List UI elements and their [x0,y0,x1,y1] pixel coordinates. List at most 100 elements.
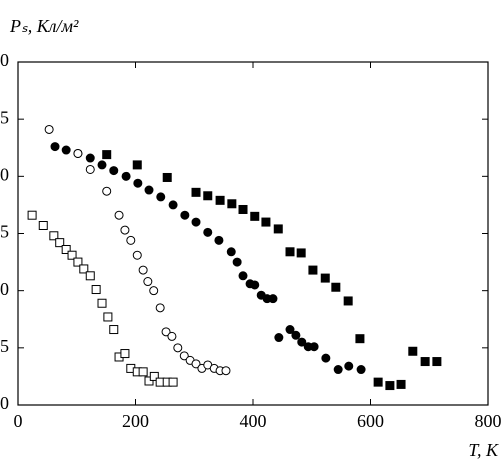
point [109,325,119,335]
point [120,225,130,235]
point [191,359,201,369]
x-tick-label: 400 [240,411,267,431]
point [132,160,142,170]
point [114,210,124,220]
point [133,178,143,188]
point [296,248,306,258]
point [149,371,159,381]
point [168,200,178,210]
point [138,367,148,377]
point [297,337,307,347]
point [408,346,418,356]
point [343,296,353,306]
point [73,148,83,158]
point [138,265,148,275]
point [191,187,201,197]
point [285,325,295,335]
point [333,365,343,375]
point [320,273,330,283]
x-tick-label: 200 [122,411,149,431]
point [250,211,260,221]
point [285,247,295,257]
point [61,145,71,155]
point [355,334,365,344]
point [344,361,354,371]
y-tick-label: 0 [0,279,9,299]
point [97,298,107,308]
point [308,265,318,275]
point [120,349,130,359]
y-tick-label: 0 [0,393,9,413]
y-tick-label: 0 [0,50,9,70]
point [44,124,54,134]
point [67,250,77,260]
point [102,186,112,196]
point [261,217,271,227]
point [103,312,113,322]
x-tick-label: 800 [475,411,502,431]
point [161,327,171,337]
point [291,330,301,340]
x-tick-label: 600 [357,411,384,431]
point [250,280,260,290]
point [373,377,383,387]
x-tick-label: 0 [14,411,23,431]
y-tick-label: 5 [0,222,9,242]
point [91,285,101,295]
point [214,235,224,245]
point [85,164,95,174]
y-tick-label: 0 [0,164,9,184]
point [49,231,59,241]
y-axis-label: Pₛ, Кл/м² [9,16,79,36]
point [356,365,366,375]
point [432,357,442,367]
point [61,245,71,255]
point [179,351,189,361]
point [149,286,159,296]
point [55,238,65,248]
point [132,250,142,260]
point [97,160,107,170]
point [396,379,406,389]
point [38,220,48,230]
point [215,195,225,205]
point [203,191,213,201]
x-axis-label: T, K [468,440,499,460]
point [27,210,37,220]
point [79,264,89,274]
point [50,142,60,152]
point [173,343,183,353]
point [321,353,331,363]
point [268,294,278,304]
point [385,381,395,391]
point [85,271,95,281]
point [109,166,119,176]
point [155,303,165,313]
point [226,247,236,257]
y-tick-label: 5 [0,336,9,356]
point [238,204,248,214]
point [191,217,201,227]
plot-frame [17,61,489,406]
point [167,331,177,341]
point [232,257,242,267]
point [102,150,112,160]
point [156,192,166,202]
point [331,282,341,292]
point [238,271,248,281]
point [273,224,283,234]
point [203,227,213,237]
point [274,333,284,343]
point [168,377,178,387]
point [180,210,190,220]
point [85,153,95,163]
point [73,257,83,267]
point [309,342,319,352]
point [144,185,154,195]
point [221,366,231,376]
point [162,172,172,182]
point [227,199,237,209]
point [121,171,131,181]
point [126,235,136,245]
